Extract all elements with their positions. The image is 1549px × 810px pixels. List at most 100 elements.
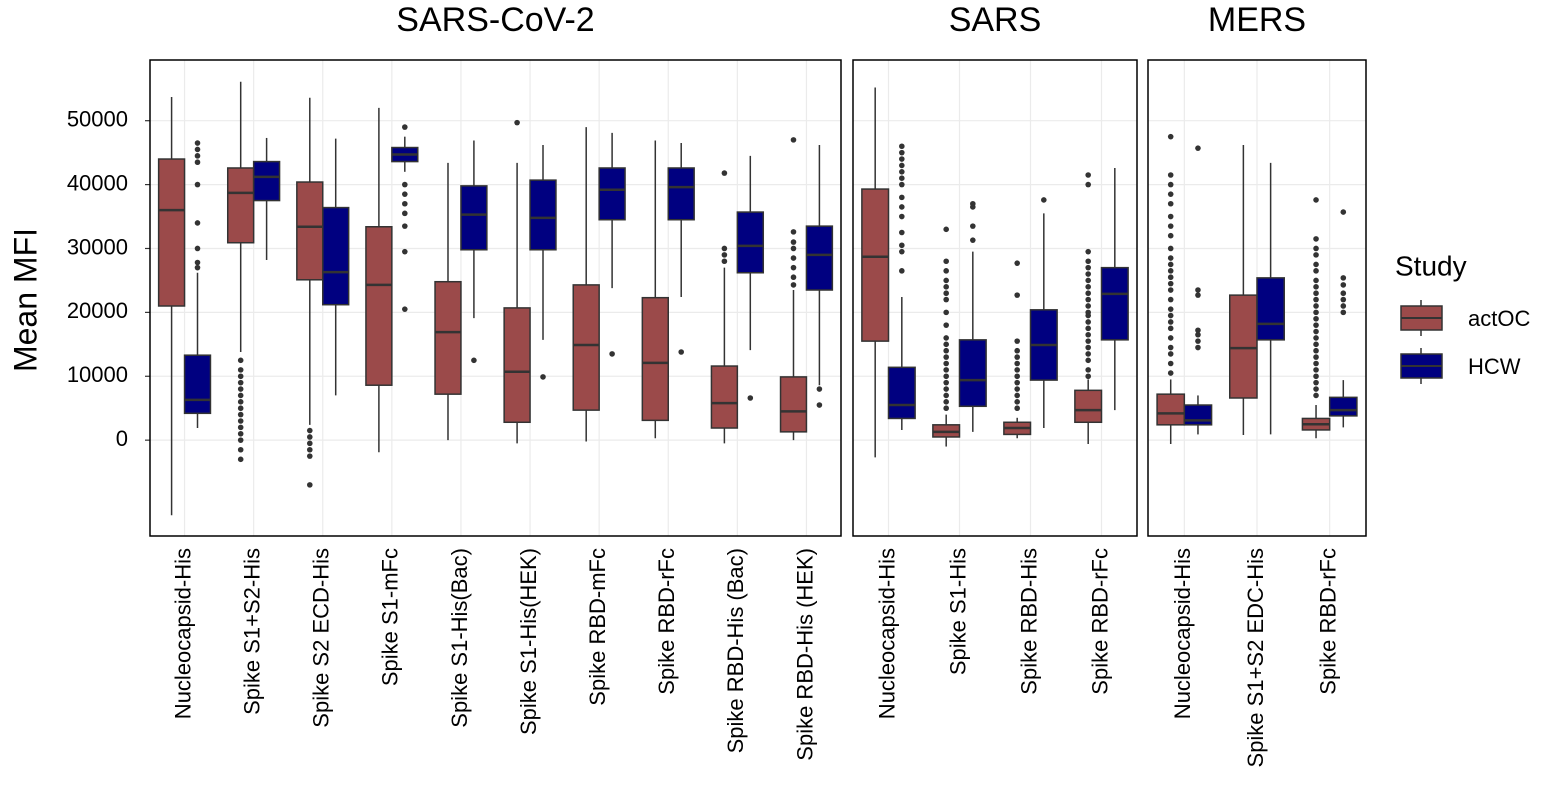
outlier [1085, 181, 1091, 188]
outlier [1313, 296, 1319, 303]
box [157, 158, 186, 307]
outlier [1014, 360, 1020, 367]
outlier [237, 379, 244, 386]
outlier [943, 277, 949, 284]
outlier [1195, 344, 1201, 351]
outlier [943, 379, 949, 386]
outlier [678, 349, 685, 355]
outlier [1167, 306, 1174, 312]
outlier [899, 229, 905, 236]
outlier [1167, 172, 1174, 178]
outlier [1167, 213, 1174, 220]
outlier [1014, 338, 1020, 344]
outlier [899, 242, 905, 249]
outlier [943, 296, 949, 303]
outlier [1167, 296, 1174, 303]
outlier [943, 367, 949, 373]
outlier [899, 149, 905, 156]
x-tick-label: Nucleocapsid-His [170, 548, 195, 719]
outlier [237, 411, 244, 418]
outlier [306, 482, 313, 488]
outlier [943, 226, 949, 233]
outlier [1195, 338, 1201, 344]
x-tick-label: Spike S1+S2-His [239, 548, 264, 715]
outlier [1167, 280, 1174, 287]
outlier [1085, 338, 1091, 344]
outlier [237, 456, 244, 463]
outlier [1014, 386, 1020, 392]
outlier [1313, 245, 1319, 252]
outlier [1167, 287, 1174, 293]
outlier [194, 259, 201, 266]
outlier [790, 137, 797, 143]
outlier [306, 453, 313, 459]
outlier [1167, 191, 1174, 197]
outlier [194, 159, 201, 166]
x-tick-label: Spike S2 ECD-His [309, 548, 334, 728]
outlier [1085, 290, 1091, 297]
outlier [899, 181, 905, 188]
outlier [943, 335, 949, 341]
outlier [721, 245, 728, 252]
x-tick-label: Nucleocapsid-His [1170, 548, 1195, 719]
outlier [1085, 344, 1091, 351]
outlier [1313, 379, 1319, 386]
outlier [943, 290, 949, 297]
outlier [943, 405, 949, 412]
x-tick-label: Spike RBD-rFc [654, 548, 679, 695]
box [226, 167, 255, 244]
outlier [943, 341, 949, 348]
outlier [1085, 367, 1091, 373]
outlier [1014, 392, 1020, 399]
outlier [899, 162, 905, 169]
x-tick-label: Spike S1-His [945, 548, 970, 675]
outlier [1085, 284, 1091, 290]
outlier [1313, 354, 1319, 360]
outlier [194, 181, 201, 188]
outlier [1014, 354, 1020, 360]
outlier [943, 322, 949, 328]
outlier [721, 252, 728, 258]
outlier [899, 143, 905, 150]
x-tick-label: Nucleocapsid-His [874, 548, 899, 719]
x-tick-label: Spike S1-His(Bac) [447, 548, 472, 728]
box [1229, 294, 1258, 399]
outlier [1014, 347, 1020, 354]
outlier [943, 268, 949, 274]
outlier [790, 255, 797, 261]
outlier [899, 194, 905, 201]
outlier [1313, 252, 1319, 258]
outlier [237, 405, 244, 412]
outlier [1167, 319, 1174, 325]
outlier [790, 282, 797, 288]
box [1183, 404, 1213, 426]
outlier [237, 399, 244, 405]
outlier [1195, 287, 1201, 293]
box [779, 376, 808, 433]
x-tick-label: Spike RBD-His (HEK) [792, 548, 817, 761]
outlier [306, 427, 313, 434]
outlier [1195, 292, 1201, 298]
x-tick-label: Spike RBD-mFc [585, 548, 610, 706]
outlier [471, 357, 477, 364]
outlier [790, 229, 797, 235]
outlier [790, 245, 797, 252]
outlier [1167, 255, 1174, 261]
outlier [306, 434, 313, 440]
box [736, 211, 765, 274]
panel-border [1147, 59, 1367, 537]
y-tick-label: 50000 [67, 107, 128, 132]
outlier [1340, 296, 1347, 303]
outlier [1167, 360, 1174, 367]
outlier [1167, 223, 1174, 229]
outlier [899, 213, 905, 220]
outlier [402, 223, 408, 229]
outlier [1085, 351, 1091, 357]
box [434, 280, 462, 395]
x-tick-label: Spike RBD-rFc [1087, 548, 1112, 695]
outlier [1167, 181, 1174, 188]
outlier [1085, 277, 1091, 284]
outlier [306, 440, 313, 447]
box [667, 167, 695, 221]
